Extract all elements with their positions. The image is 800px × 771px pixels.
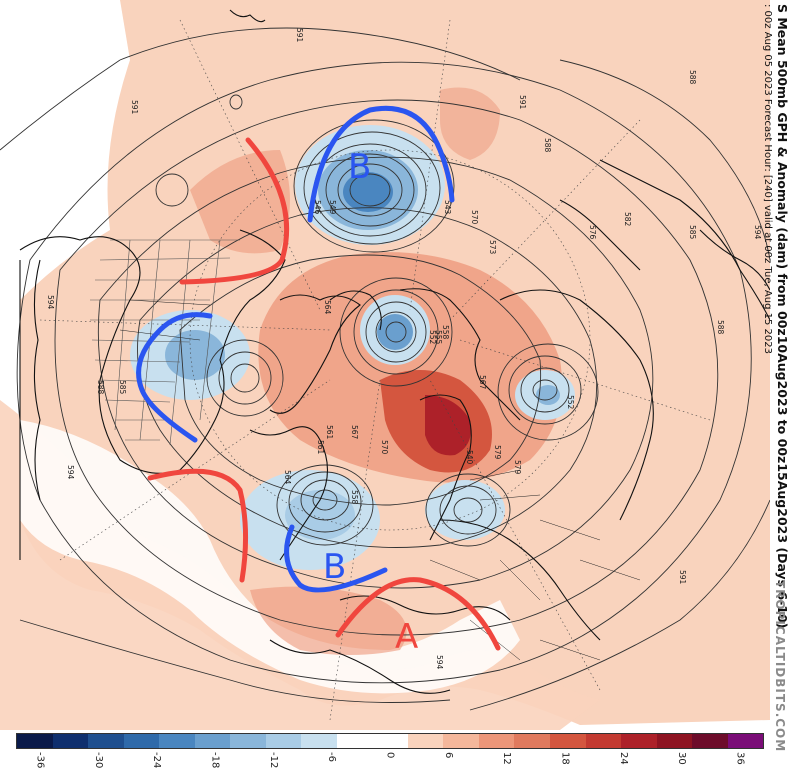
contour-label: 585 [688,225,697,240]
contour-label: 591 [518,95,527,110]
contour-label: 561 [325,425,334,440]
red-ridge-arc-top [179,137,290,285]
contour-label: 588 [96,380,105,395]
trough-label-b-top: B [348,147,371,187]
colorbar [16,733,764,749]
colorbar-segment [407,734,444,748]
trough-label-b-bottom: B [323,547,346,587]
cold-anomaly-layer [130,125,575,570]
red-ridge-arc-bottom [335,577,501,651]
colorbar-segment [372,734,408,748]
colorbar-ticks: -36 -30 -24 -18 -12 -6 0 6 12 18 24 30 36 [16,752,764,771]
contour-label: 567 [350,425,359,440]
colorbar-segment [88,734,124,748]
contour-label: 579 [513,460,522,475]
blue-trough-arc-middle [136,312,213,443]
colorbar-tick-label: 6 [442,752,454,759]
colorbar-segment [123,734,160,748]
colorbar-tick-label: 12 [501,752,513,765]
contour-label: 558 [441,325,450,340]
contour-label: 540 [465,450,474,465]
colorbar-tick-label: -36 [34,752,46,769]
colorbar-segment [194,734,231,748]
colorbar-tick-label: -30 [92,752,104,769]
colorbar-segment [585,734,622,748]
colorbar-segment [159,734,195,748]
contour-label: 564 [323,300,332,315]
colorbar-tick-label: 30 [676,752,688,765]
annotation-arcs [136,105,501,651]
colorbar-segment [17,734,53,748]
colorbar-segment [265,734,302,748]
warm-core-layer [190,87,562,655]
contour-label: 588 [688,70,697,85]
height-contours [0,27,770,711]
annotation-letters: B B A [323,147,418,657]
contour-label: 588 [543,138,552,153]
contour-label: 564 [283,470,292,485]
blue-trough-arc-bottom [284,524,388,593]
contour-label: 567 [478,375,487,390]
contour-label: 552 [566,395,575,410]
colorbar-tick-label: -6 [326,752,338,762]
colorbar-tick-label: -24 [151,752,163,769]
contour-label: 582 [623,212,632,227]
colorbar-tick-label: 0 [384,752,396,759]
chart-title: S Mean 500mb GPH & Anomaly (dam) from 00… [775,4,790,629]
contour-label: 594 [66,465,75,480]
contour-label: 561 [316,440,325,455]
colorbar-segment [621,734,657,748]
lat-lon-grid [39,19,711,721]
contour-label: 549 [328,200,337,215]
contour-label: 585 [118,380,127,395]
contour-label: 591 [295,28,304,43]
contour-label: 591 [678,570,687,585]
contour-labels: 591 591 588 588 585 582 576 573 570 567 … [46,28,762,670]
colorbar-segment [727,734,764,748]
colorbar-segment [549,734,586,748]
colorbar-segment [514,734,550,748]
colorbar-segment [230,734,266,748]
colorbar-tick-label: -18 [209,752,221,769]
colorbar-tick-label: 24 [617,752,629,765]
colorbar-segment [443,734,479,748]
chart-subtitle: : 00z Aug 05 2023 Forecast Hour: [240] v… [762,4,773,354]
contour-label: 588 [716,320,725,335]
contour-label: 555 [434,330,443,345]
ridge-label-a: A [395,617,418,657]
colorbar-tick-label: 36 [734,752,746,765]
contour-label: 576 [588,225,597,240]
colorbar-segment [52,734,89,748]
coastlines [19,9,770,694]
contour-label: 546 [313,200,322,215]
colorbar-tick-label: -12 [267,752,279,769]
contour-label: 594 [46,295,55,310]
colorbar-segment [478,734,515,748]
contour-label: 591 [130,100,139,115]
colorbar-tick-label: 18 [559,752,571,765]
contour-label: 594 [435,655,444,670]
contour-label: 570 [380,440,389,455]
contour-label: 579 [493,445,502,460]
contour-label: 573 [488,240,497,255]
anomaly-map: 591 591 588 588 585 582 576 573 570 567 … [0,0,770,730]
contour-label: 543 [443,200,452,215]
contour-label: 570 [470,210,479,225]
colorbar-segment [656,734,693,748]
blue-trough-arc-top [307,105,455,223]
colorbar-segment [301,734,337,748]
contour-label: 552 [428,330,437,345]
political-borders [119,299,641,661]
brand-watermark: TROPICALTIDBITS.COM [773,580,787,753]
colorbar-segment [692,734,728,748]
contour-label: 594 [753,225,762,240]
contour-label: 558 [350,490,359,505]
red-ridge-arc-middle [147,468,249,583]
colorbar-segment [336,734,373,748]
